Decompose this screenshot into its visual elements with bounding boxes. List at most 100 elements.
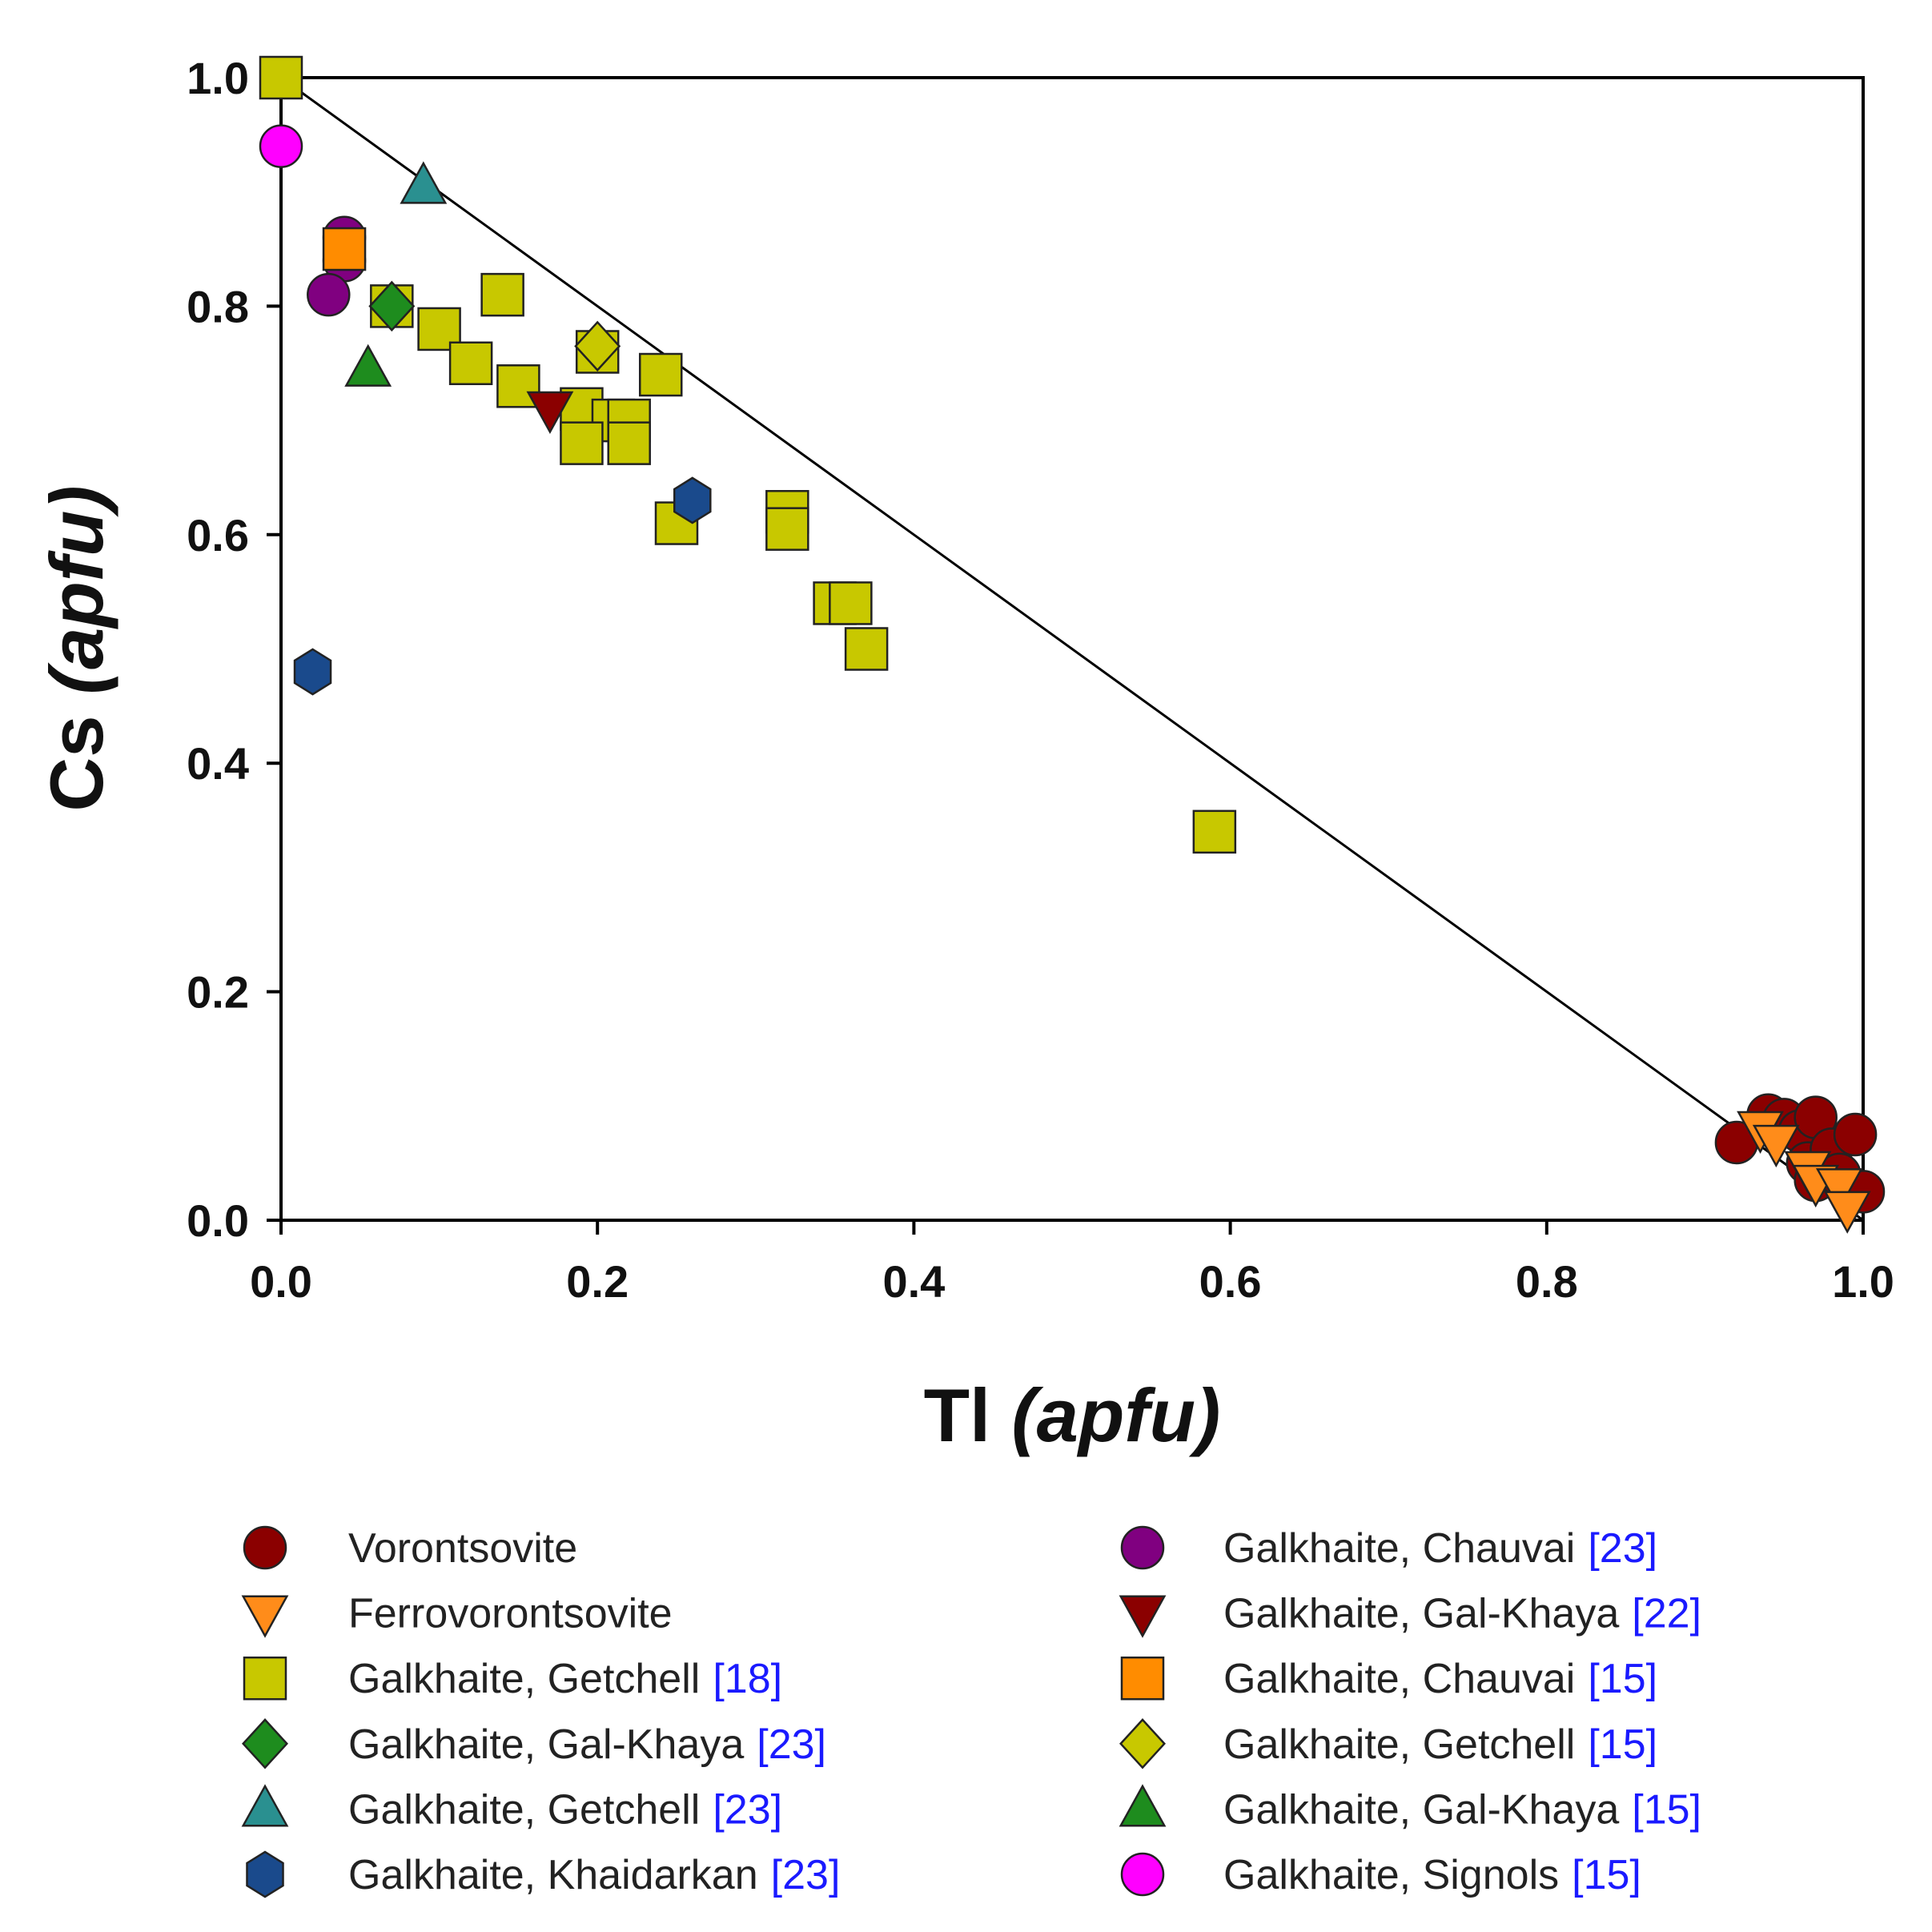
legend-marker-circle [1120,1852,1165,1897]
data-point-square [560,421,604,465]
y-tick-label: 0.8 [187,281,249,331]
legend-name: Vorontsovite [348,1525,577,1572]
data-point-diamond [574,320,621,372]
y-axis-title: Cs (apfu) [34,485,118,811]
data-point-square [1192,809,1237,854]
x-tick-label: 1.0 [1832,1256,1894,1307]
data-point-triangle-down [526,391,574,435]
data-point-hexagon [673,476,712,524]
reference-line [280,76,1864,1222]
legend-reference: [23] [757,1721,826,1768]
legend-name: Galkhaite, Getchell [1223,1721,1575,1768]
legend-marker-square [1120,1656,1165,1701]
legend-label: Galkhaite, Khaidarkan [23] [348,1852,840,1898]
legend-label: Galkhaite, Chauvai [15] [1223,1656,1657,1702]
legend-name: Galkhaite, Gal-Khaya [1223,1786,1619,1833]
data-point-square [417,307,461,351]
data-point-diamond [368,280,416,332]
legend-marker-circle [1120,1525,1165,1570]
legend-item: Galkhaite, Gal-Khaya [23] [242,1718,826,1769]
legend-label: Galkhaite, Getchell [18] [348,1656,782,1702]
legend-name: Galkhaite, Chauvai [1223,1525,1575,1572]
data-point-square [448,341,493,385]
legend-name: Galkhaite, Chauvai [1223,1656,1575,1702]
legend-marker-triangle-down [241,1595,289,1638]
legend-item: Galkhaite, Signols [15] [1120,1852,1641,1898]
x-tick-label: 0.6 [1199,1256,1262,1307]
data-point-triangle-down [1815,1168,1863,1211]
data-point-triangle-up [400,161,448,204]
legend-name: Galkhaite, Gal-Khaya [348,1721,744,1768]
legend-reference: [23] [771,1852,841,1898]
legend-item: Galkhaite, Getchell [18] [243,1656,782,1702]
data-points [259,55,1886,1234]
legend-item: Galkhaite, Getchell [15] [1119,1718,1657,1769]
legend-reference: [23] [1588,1525,1657,1572]
legend-marker-hexagon [246,1850,284,1898]
legend-name: Galkhaite, Khaidarkan [348,1852,758,1898]
legend-label: Galkhaite, Gal-Khaya [22] [1223,1591,1701,1637]
legend: Vorontsovite Ferrovorontsovite Galkhaite, … [241,1525,1701,1898]
legend-marker-diamond [1119,1718,1166,1769]
legend-label: Galkhaite, Getchell [23] [348,1786,782,1833]
legend-item: Galkhaite, Khaidarkan [23] [246,1850,840,1898]
legend-label: Galkhaite, Getchell [15] [1223,1721,1657,1768]
data-point-circle [307,272,351,317]
x-tick-label: 0.8 [1516,1256,1578,1307]
data-point-square [765,507,809,551]
x-axis-title: Tl (apfu) [924,1373,1221,1457]
legend-item: Galkhaite, Chauvai [15] [1120,1656,1657,1702]
y-tick-label: 1.0 [187,53,249,103]
data-point-square [829,581,873,625]
legend-name: Galkhaite, Gal-Khaya [1223,1591,1619,1637]
x-tick-label: 0.4 [882,1256,945,1307]
legend-name: Galkhaite, Signols [1223,1852,1559,1898]
legend-marker-diamond [242,1718,288,1769]
legend-item: Galkhaite, Chauvai [23] [1120,1525,1657,1572]
reference-line-group [280,76,1864,1222]
data-point-hexagon [293,648,332,696]
legend-item: Ferrovorontsovite [241,1591,673,1638]
plot-frame [279,76,1865,1222]
legend-reference: [18] [713,1656,782,1702]
legend-label: Vorontsovite [348,1525,577,1572]
data-point-square [844,627,889,671]
data-point-triangle-up [344,343,392,387]
axes: 0.0 0.2 0.4 0.6 0.8 1.0 0.0 0.2 0.4 0.6 0.8 1.0 [187,53,1894,1307]
legend-label: Galkhaite, Signols [15] [1223,1852,1641,1898]
data-point-square [638,352,683,397]
data-point-circle [259,124,303,168]
data-point-circle [1833,1112,1878,1157]
y-tick-label: 0.2 [187,967,249,1018]
legend-reference: [23] [713,1786,782,1833]
y-tick-label: 0.0 [187,1195,249,1246]
data-point-square [480,272,524,317]
legend-marker-triangle-up [241,1784,289,1827]
legend-label: Galkhaite, Chauvai [23] [1223,1525,1657,1572]
legend-name: Ferrovorontsovite [348,1591,673,1637]
legend-label: Ferrovorontsovite [348,1591,673,1637]
legend-label: Galkhaite, Gal-Khaya [15] [1223,1786,1701,1833]
data-point-square [259,55,303,100]
legend-item: Galkhaite, Gal-Khaya [22] [1119,1591,1701,1638]
legend-marker-triangle-down [1119,1595,1167,1638]
data-point-square [322,227,367,271]
legend-marker-circle [243,1525,287,1570]
y-tick-label: 0.6 [187,510,249,560]
legend-name: Galkhaite, Getchell [348,1786,700,1833]
data-point-triangle-down [1752,1124,1800,1168]
legend-label: Galkhaite, Gal-Khaya [23] [348,1721,826,1768]
data-point-triangle-down [1823,1191,1871,1234]
x-tick-label: 0.2 [566,1256,629,1307]
legend-reference: [15] [1572,1852,1641,1898]
legend-marker-triangle-up [1119,1784,1167,1827]
legend-marker-square [243,1656,287,1701]
legend-reference: [15] [1632,1786,1701,1833]
legend-item: Galkhaite, Getchell [23] [241,1784,782,1833]
legend-reference: [15] [1588,1721,1657,1768]
x-tick-label: 0.0 [250,1256,312,1307]
legend-name: Galkhaite, Getchell [348,1656,700,1702]
data-point-square [607,421,651,465]
legend-item: Galkhaite, Gal-Khaya [15] [1119,1784,1701,1833]
